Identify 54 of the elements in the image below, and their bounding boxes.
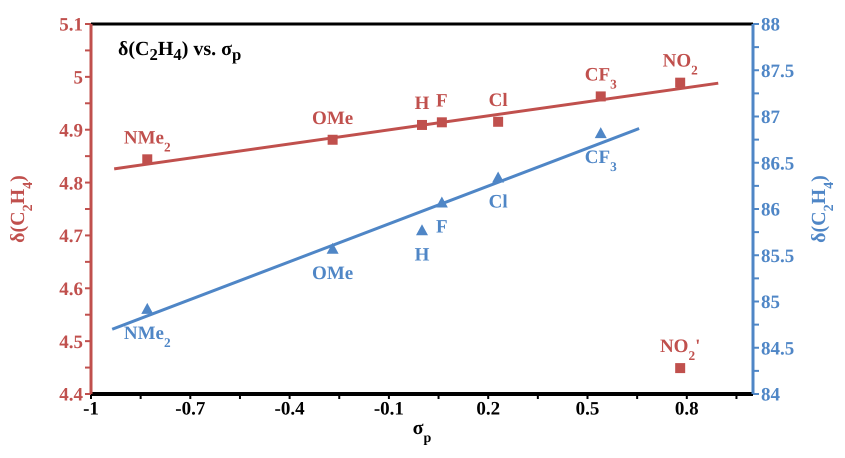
y-tick-label: 4.7 [59, 226, 84, 248]
point [142, 154, 152, 164]
point [326, 242, 339, 254]
annotation: NO$_{2}$ [662, 50, 698, 78]
annotation: NMe$_{2}$ [124, 127, 171, 154]
annotation: H [414, 92, 430, 114]
annotation: Cl [488, 192, 508, 213]
point [675, 363, 686, 374]
y2-tick-label: 86.5 [761, 153, 794, 174]
point [493, 116, 504, 127]
point [436, 117, 447, 128]
text: δ(C$_{2}$H$_{4}$) vs. σ$_{p}$ [118, 38, 242, 65]
point [417, 120, 427, 130]
annotation: CF$_{3}$ [584, 64, 618, 91]
y-tick-label: 5.1 [59, 14, 83, 36]
annotation: OMe [312, 108, 354, 129]
point [416, 224, 428, 236]
annotation: H [414, 244, 430, 266]
annotation: Cl [488, 90, 508, 111]
y-tick-label: 4.8 [59, 173, 83, 194]
annotation: NO$_{2}$' [660, 336, 700, 363]
x-tick-label: 0.5 [576, 398, 600, 420]
annotation: F [436, 216, 448, 238]
point [141, 302, 154, 314]
y-tick-label: 4.5 [59, 332, 83, 353]
y2-tick-label: 86 [761, 200, 780, 221]
x-tick-label: -0.1 [374, 398, 404, 420]
y2-tick-label: 87 [761, 107, 780, 128]
y-tick-label: 4.4 [59, 384, 84, 406]
y-tick-label: 4.9 [59, 120, 83, 142]
point [594, 127, 607, 138]
x-tick-label: -0.7 [175, 398, 206, 420]
point [436, 196, 448, 208]
point [492, 172, 504, 183]
y-tick-label: 5 [74, 68, 83, 89]
x-tick-label: 0.8 [674, 398, 699, 420]
point [675, 78, 686, 88]
y2-tick-label: 85.5 [761, 246, 794, 267]
point [328, 134, 338, 145]
x-tick-label: -0.4 [274, 398, 306, 420]
y2-tick-label: 87.5 [761, 60, 794, 82]
annotation: NMe$_{2}$ [124, 322, 171, 350]
x-tick-label: -1 [83, 398, 99, 420]
annotation: F [436, 90, 448, 112]
y-tick-label: 4.6 [59, 279, 83, 300]
y2-tick-label: 84 [761, 384, 780, 406]
annotation: CF$_{3}$ [584, 147, 618, 174]
point [596, 91, 606, 102]
y2-tick-label: 85 [761, 292, 780, 314]
x-axis-title: σ$_{p}$ [412, 417, 432, 446]
y2-tick-label: 88 [761, 14, 780, 36]
annotation: OMe [312, 262, 354, 284]
x-tick-label: 0.2 [476, 398, 500, 420]
y2-tick-label: 84.5 [761, 338, 794, 360]
